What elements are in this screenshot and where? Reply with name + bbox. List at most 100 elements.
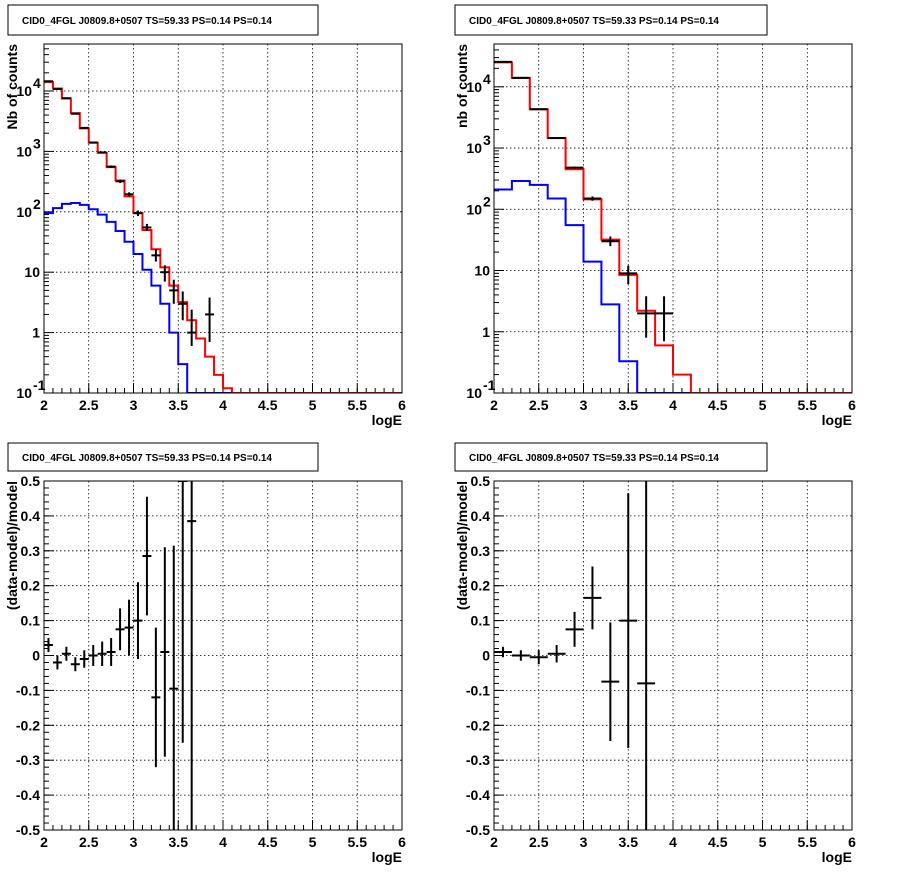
residuals-panel-right: CID0_4FGL J0809.8+0507 TS=59.33 PS=0.14 …: [454, 442, 856, 865]
x-tick-label: 5: [309, 834, 317, 850]
y-tick-label: -0.3: [16, 752, 40, 768]
plot-area: [44, 481, 197, 830]
title-box: [7, 4, 319, 36]
x-tick-label: 6: [398, 834, 406, 850]
x-tick-label: 4.5: [708, 397, 728, 413]
x-tick-label: 4.5: [708, 834, 728, 850]
x-tick-label: 5: [759, 397, 767, 413]
x-tick-label: 5: [759, 834, 767, 850]
y-tick-label: 1: [482, 324, 490, 340]
total-model-histogram: [494, 61, 852, 393]
y-tick-label: 10: [466, 201, 482, 217]
y-tick-exponent: 3: [483, 132, 491, 148]
y-tick-exponent: -1: [33, 377, 46, 393]
y-tick-label: 10: [24, 264, 40, 280]
x-tick-label: 3: [130, 834, 138, 850]
y-tick-label: 0.4: [21, 508, 41, 524]
x-tick-label: 3.5: [169, 834, 189, 850]
x-tick-label: 4.5: [258, 834, 278, 850]
y-tick-label: -0.5: [466, 822, 490, 838]
y-axis-label: nb of counts: [454, 44, 470, 128]
chart-title: CID0_4FGL J0809.8+0507 TS=59.33 PS=0.14 …: [469, 16, 719, 27]
y-tick-label: 10: [16, 83, 32, 99]
residuals-panel-left: CID0_4FGL J0809.8+0507 TS=59.33 PS=0.14 …: [4, 442, 406, 865]
y-tick-label: 0.4: [471, 508, 491, 524]
x-tick-label: 2: [40, 834, 48, 850]
y-axis-label: (data-model)/model: [4, 481, 20, 610]
plot-frame: [43, 480, 403, 831]
x-tick-label: 4: [219, 834, 227, 850]
x-tick-label: 3.5: [619, 397, 639, 413]
x-tick-label: 3.5: [619, 834, 639, 850]
x-tick-label: 2.5: [79, 397, 99, 413]
y-tick-label: 0.2: [471, 578, 491, 594]
y-tick-label: 10: [16, 143, 32, 159]
y-axis-label: Nb of counts: [4, 44, 20, 130]
y-tick-label: 0.3: [21, 543, 41, 559]
x-tick-label: 2: [490, 834, 498, 850]
x-tick-label: 2: [490, 397, 498, 413]
y-tick-label: -0.4: [466, 787, 490, 803]
x-tick-label: 5.5: [798, 834, 818, 850]
title-box: [7, 442, 319, 472]
plot-area: [44, 80, 402, 393]
y-tick-exponent: -1: [483, 377, 496, 393]
y-tick-label: 0: [482, 648, 490, 664]
y-tick-label: 0.2: [21, 578, 41, 594]
counts-panel-left: CID0_4FGL J0809.8+0507 TS=59.33 PS=0.14 …: [4, 4, 406, 428]
x-tick-label: 5.5: [348, 834, 368, 850]
plot-area: [494, 481, 656, 830]
y-tick-label: 0.1: [471, 613, 491, 629]
y-tick-label: 10: [474, 263, 490, 279]
chart-title: CID0_4FGL J0809.8+0507 TS=59.33 PS=0.14 …: [22, 16, 272, 27]
title-box: [454, 442, 768, 472]
y-tick-label: -0.1: [466, 682, 490, 698]
x-axis-label: logE: [372, 849, 402, 865]
y-tick-exponent: 2: [483, 193, 491, 209]
chart-title: CID0_4FGL J0809.8+0507 TS=59.33 PS=0.14 …: [22, 453, 272, 464]
x-tick-label: 5.5: [798, 397, 818, 413]
x-tick-label: 5.5: [348, 397, 368, 413]
y-tick-label: 10: [16, 385, 32, 401]
y-tick-exponent: 4: [33, 75, 41, 91]
y-axis-label: (data-model)/model: [454, 481, 470, 610]
x-tick-label: 3: [130, 397, 138, 413]
y-tick-label: -0.4: [16, 787, 40, 803]
x-tick-label: 2: [40, 397, 48, 413]
x-tick-label: 2.5: [529, 834, 549, 850]
plot-frame: [43, 43, 403, 394]
y-tick-label: -0.5: [16, 822, 40, 838]
x-axis-label: logE: [372, 412, 402, 428]
x-tick-label: 4: [669, 834, 677, 850]
y-tick-label: 0.1: [21, 613, 41, 629]
y-tick-exponent: 3: [33, 135, 41, 151]
y-tick-label: -0.2: [16, 717, 40, 733]
chart-title: CID0_4FGL J0809.8+0507 TS=59.33 PS=0.14 …: [469, 453, 719, 464]
y-tick-label: 0.3: [471, 543, 491, 559]
x-tick-label: 6: [848, 397, 856, 413]
x-axis-label: logE: [822, 412, 852, 428]
x-tick-label: 3: [580, 397, 588, 413]
plot-frame: [493, 43, 853, 394]
y-tick-label: -0.3: [466, 752, 490, 768]
x-tick-label: 4: [219, 397, 227, 413]
y-tick-label: 0.5: [21, 473, 41, 489]
y-tick-label: -0.2: [466, 717, 490, 733]
y-tick-exponent: 4: [483, 71, 491, 87]
x-tick-label: 6: [848, 834, 856, 850]
y-tick-label: 10: [466, 140, 482, 156]
counts-panel-right: CID0_4FGL J0809.8+0507 TS=59.33 PS=0.14 …: [454, 4, 856, 428]
plot-frame: [493, 480, 853, 831]
x-tick-label: 5: [309, 397, 317, 413]
y-tick-exponent: 2: [33, 196, 41, 212]
y-tick-label: 1: [32, 325, 40, 341]
y-tick-label: 10: [466, 79, 482, 95]
model-component-histogram: [494, 179, 852, 393]
x-tick-label: 6: [398, 397, 406, 413]
plot-area: [494, 60, 852, 393]
x-tick-label: 4.5: [258, 397, 278, 413]
y-tick-label: 10: [466, 385, 482, 401]
x-tick-label: 3.5: [169, 397, 189, 413]
y-tick-label: -0.1: [16, 682, 40, 698]
